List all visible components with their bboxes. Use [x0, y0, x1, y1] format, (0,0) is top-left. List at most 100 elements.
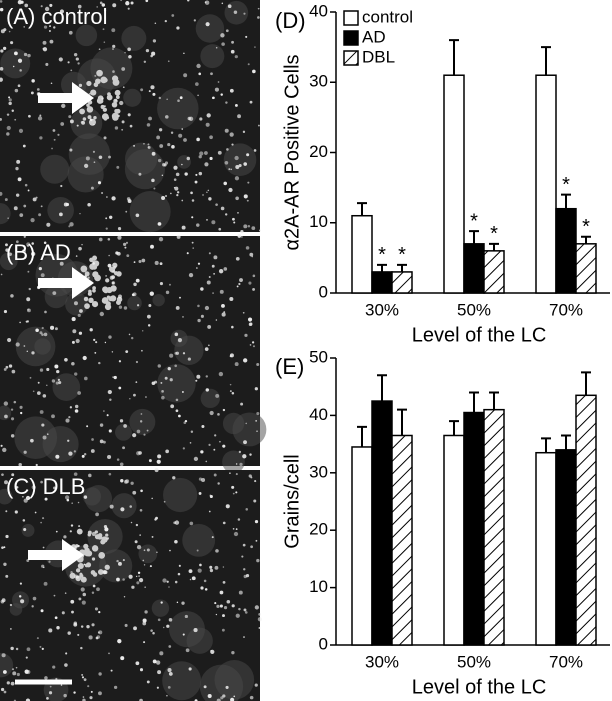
grain: [234, 362, 239, 367]
grain: [151, 51, 156, 56]
grain: [118, 305, 123, 309]
grain: [55, 530, 58, 533]
grain: [84, 376, 88, 381]
tissue-blob: [82, 487, 102, 506]
grain: [195, 173, 198, 176]
cell-cluster: [101, 113, 109, 120]
grain: [116, 251, 121, 256]
grain: [23, 498, 28, 503]
grain: [255, 419, 258, 422]
grain: [104, 527, 109, 532]
grain: [236, 285, 239, 288]
grain: [253, 149, 257, 152]
grain: [40, 5, 43, 8]
grain: [15, 193, 20, 197]
grain: [213, 272, 215, 275]
grain: [223, 267, 228, 271]
grain: [231, 650, 235, 655]
grain: [200, 450, 204, 454]
grain: [133, 393, 136, 397]
grain: [39, 645, 42, 648]
grain: [193, 456, 199, 462]
grain: [256, 362, 260, 366]
grain: [119, 462, 124, 467]
grain: [229, 354, 232, 358]
tissue-blob: [44, 285, 68, 309]
grain: [168, 586, 170, 588]
grain: [94, 74, 97, 77]
y-axis-label: Grains/cell: [281, 454, 303, 548]
cell-cluster: [92, 286, 96, 290]
grain: [171, 145, 175, 149]
grain: [146, 548, 150, 552]
grain: [171, 14, 175, 17]
grain: [129, 505, 133, 508]
error-bar: [561, 434, 571, 450]
grain: [5, 574, 9, 578]
tissue-blob: [121, 25, 147, 51]
grain: [49, 685, 52, 688]
grain: [188, 116, 194, 122]
grain: [103, 9, 107, 12]
grain: [235, 256, 240, 261]
grain: [218, 268, 224, 274]
grain: [49, 25, 51, 28]
grain: [176, 194, 179, 197]
grain: [79, 309, 83, 313]
grain: [219, 289, 224, 294]
grain: [159, 262, 163, 266]
bar: [555, 449, 577, 646]
grain: [249, 252, 254, 257]
grain: [7, 337, 12, 343]
grain: [70, 599, 75, 604]
grain: [43, 332, 48, 337]
grain: [35, 463, 38, 467]
grain: [118, 294, 122, 299]
grain: [135, 575, 138, 578]
grain: [14, 510, 18, 514]
grain: [95, 512, 99, 517]
grain: [74, 404, 79, 409]
grain: [201, 477, 206, 482]
cell-cluster: [86, 103, 90, 108]
grain: [32, 197, 37, 202]
grain: [17, 177, 22, 182]
grain: [148, 90, 151, 93]
cell-cluster: [91, 545, 99, 552]
grain: [151, 151, 156, 156]
grain: [69, 530, 72, 533]
cell-cluster: [84, 271, 90, 277]
grain: [169, 353, 174, 358]
grain: [213, 448, 216, 451]
grain: [75, 338, 80, 344]
grain: [101, 3, 106, 7]
grain: [122, 559, 125, 562]
grain: [224, 128, 229, 133]
grain: [0, 117, 2, 121]
grain: [37, 391, 41, 395]
grain: [56, 626, 60, 630]
grain: [91, 623, 95, 627]
grain: [58, 57, 63, 62]
grain: [27, 270, 30, 273]
grain: [61, 611, 65, 615]
grain: [166, 695, 168, 697]
grain: [232, 528, 235, 530]
grain: [16, 159, 21, 164]
grain: [154, 468, 159, 473]
grain: [143, 142, 145, 145]
grain: [221, 628, 225, 632]
grain: [182, 352, 186, 355]
grain: [70, 69, 73, 72]
tissue-blob: [151, 599, 170, 617]
grain: [108, 472, 112, 476]
grain: [191, 576, 196, 581]
grain: [168, 645, 172, 648]
grain: [230, 697, 235, 701]
grain: [233, 221, 236, 224]
grain: [73, 52, 78, 57]
grain: [11, 668, 15, 671]
grain: [113, 375, 117, 380]
grain: [128, 55, 132, 59]
grain: [249, 695, 254, 700]
